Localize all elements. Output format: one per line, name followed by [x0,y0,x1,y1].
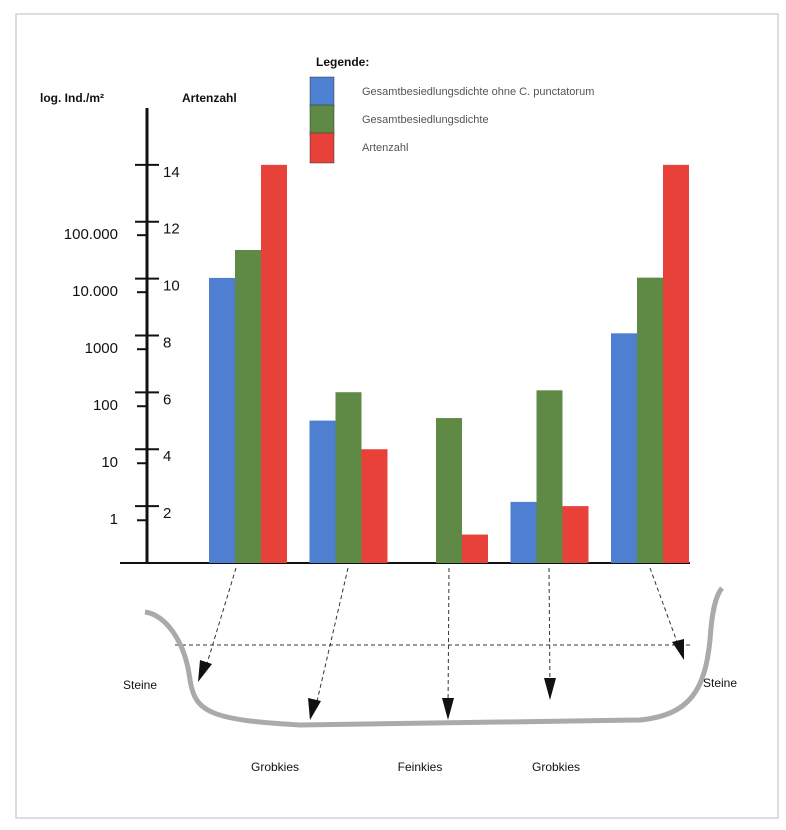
category-label: Steine [123,678,157,692]
category-label: Feinkies [398,760,443,774]
legend-swatch [309,76,335,108]
y-tick-label: 10.000 [72,283,118,300]
bar [462,534,488,563]
y2-tick-label: 6 [163,391,171,408]
bar [235,249,261,563]
bar [335,392,362,563]
category-label: Grobkies [251,760,299,774]
bar [562,506,589,563]
y-tick-label: 1 [110,511,118,528]
bar [261,164,287,563]
riverbed [144,586,725,728]
y-tick-label: 10 [101,454,118,471]
legend-swatch [309,104,335,136]
bar [209,277,235,563]
y2-axis-label: Artenzahl [182,91,237,105]
bar [663,164,689,563]
legend-title: Legende: [316,55,369,69]
y-axis-label: log. Ind./m² [40,91,104,105]
y2-tick-label: 14 [163,164,180,181]
bar [637,277,663,563]
legend-label: Gesamtbesiedlungsdichte ohne C. punctato… [362,86,594,98]
y2-tick-label: 8 [163,334,171,351]
y2-tick-label: 4 [163,448,171,465]
category-label: Steine [703,676,737,690]
bar [436,418,462,563]
arrows [175,567,690,711]
y-tick-label: 100.000 [64,226,118,243]
y2-tick-label: 10 [163,278,180,295]
bar [361,449,388,563]
legend-label: Artenzahl [362,142,408,154]
y2-tick-label: 12 [163,221,180,238]
legend-label: Gesamtbesiedlungsdichte [362,114,489,126]
bar [309,420,336,563]
y-tick-label: 100 [93,397,118,414]
category-label: Grobkies [532,760,580,774]
y-tick-label: 1000 [85,340,118,357]
legend-swatch [309,132,335,164]
bar [510,501,537,563]
arrowheads [198,639,684,720]
y2-tick-label: 2 [163,505,171,522]
bar [611,333,637,563]
bar [536,390,563,563]
